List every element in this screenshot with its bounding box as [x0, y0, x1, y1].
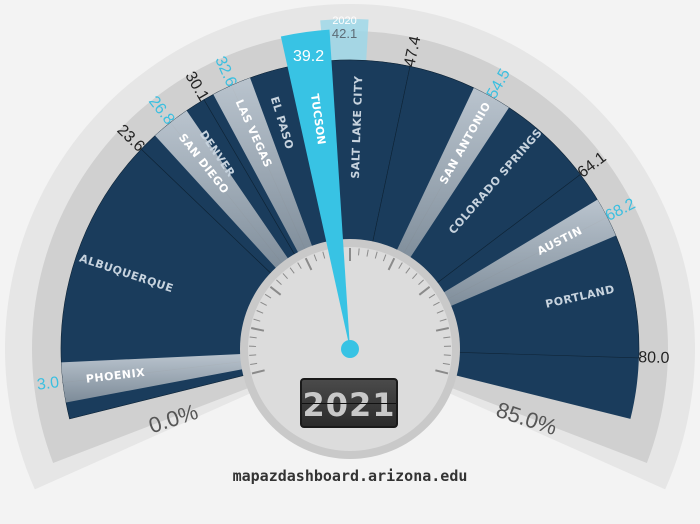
hub-tick: [289, 267, 295, 274]
hub-tick: [304, 257, 313, 271]
hub-tick: [435, 369, 449, 375]
hub-tick: [387, 257, 396, 271]
value-label: 3.0: [36, 374, 60, 393]
year-value: 2021: [302, 386, 396, 424]
hub-tick: [260, 301, 267, 306]
source-footer: mapazdashboard.arizona.edu: [232, 467, 468, 485]
hub-tick: [436, 310, 444, 314]
highlight-ray: [61, 353, 257, 403]
hub-tick: [249, 336, 257, 339]
hub-tick: [418, 286, 431, 296]
hub-tick: [297, 262, 302, 269]
hub-tick: [251, 369, 265, 375]
hub-tick: [282, 273, 288, 280]
value-label: 80.0: [638, 349, 670, 367]
hub-tick: [253, 318, 261, 322]
hub-tick: [433, 301, 440, 306]
hub-tick: [439, 318, 447, 322]
needle-value-label: 39.2: [293, 48, 324, 65]
hub-tick: [322, 251, 326, 259]
highlight-ray: [155, 110, 297, 279]
highlight-ray: [431, 199, 616, 312]
hub-tick: [374, 251, 378, 259]
previous-year-value: 42.1: [332, 26, 357, 41]
previous-year-label: 2020: [332, 15, 356, 27]
hub-tick: [276, 279, 282, 286]
needle-wedge: [280, 29, 350, 349]
hub-tick: [442, 362, 450, 365]
hub-tick: [250, 362, 258, 365]
hub-tick: [264, 293, 272, 299]
hub-tick: [418, 279, 424, 286]
hub-tick: [398, 262, 403, 269]
hub-tick: [412, 273, 418, 280]
needle-hub: [341, 340, 359, 358]
hub-tick: [366, 249, 369, 257]
highlight-ray: [390, 87, 509, 270]
hub-tick: [358, 248, 360, 256]
hub-tick: [435, 327, 450, 332]
hub-tick: [428, 293, 436, 299]
hub-tick: [256, 310, 264, 314]
year-display: 2021: [300, 378, 398, 428]
hub-tick: [443, 336, 451, 339]
value-label: 47.4: [401, 34, 424, 68]
hub-tick: [405, 267, 411, 274]
hub-tick: [382, 254, 387, 262]
highlight-ray: [213, 77, 318, 266]
hub-tick: [313, 254, 318, 262]
city-label: SALT LAKE CITY: [349, 75, 366, 179]
hub-tick: [269, 286, 282, 296]
hub-tick: [250, 327, 265, 332]
